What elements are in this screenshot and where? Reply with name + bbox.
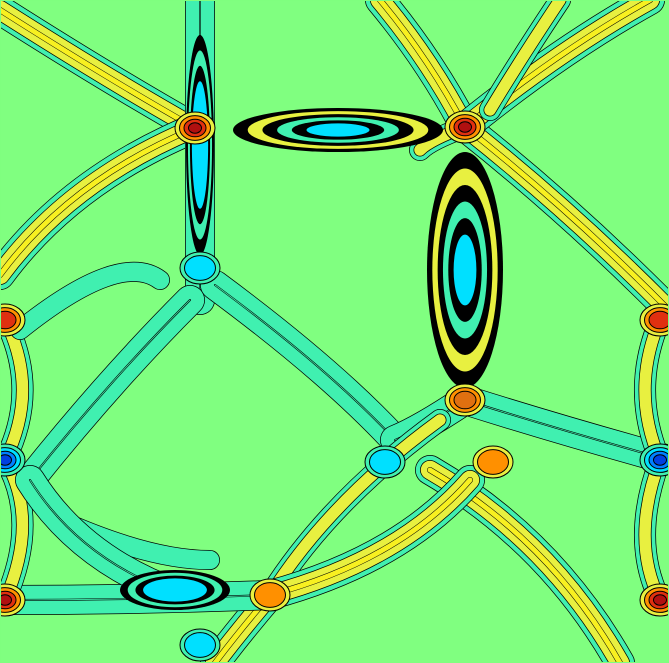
contour-band	[200, 270, 410, 455]
contour-band	[255, 465, 485, 610]
contour-level	[0, 454, 12, 466]
contour-peak	[174, 111, 216, 145]
contour-level	[306, 123, 370, 137]
contour-level	[453, 234, 477, 306]
contour-level	[254, 582, 286, 608]
contour-band	[634, 309, 669, 471]
contour-peak	[639, 443, 669, 477]
contour-peak	[639, 303, 669, 337]
contour-line	[10, 262, 170, 340]
contour-peak	[444, 110, 486, 144]
contour-band	[259, 409, 451, 606]
contour-peak	[249, 578, 291, 612]
contour-level	[648, 310, 669, 330]
contour-peaks	[0, 35, 669, 662]
contour-band	[479, 0, 571, 121]
contour-level	[0, 594, 12, 606]
contour-band	[0, 0, 210, 143]
contour-level	[458, 121, 472, 133]
contour-level	[188, 122, 202, 134]
contour-line	[267, 477, 473, 598]
contour-peak	[639, 583, 669, 617]
contour-line	[214, 284, 396, 441]
contour-level	[191, 81, 209, 209]
contour-level	[653, 454, 667, 466]
contour-peak	[179, 628, 221, 662]
contour-peak	[444, 383, 486, 417]
contour-line	[0, 314, 29, 466]
contour-band	[0, 309, 34, 471]
contour-level	[184, 255, 216, 281]
contour-level	[0, 310, 17, 330]
contour-ellipse	[233, 108, 443, 152]
contour-band	[10, 261, 170, 340]
contour-band	[15, 285, 205, 495]
contour-ellipse	[120, 570, 230, 610]
contour-line	[264, 414, 446, 601]
contour-line	[0, 125, 198, 278]
contour-peak	[179, 251, 221, 285]
contour-peak	[364, 445, 406, 479]
contour-level	[653, 594, 667, 606]
contour-peak	[472, 445, 514, 479]
contour-level	[453, 390, 477, 410]
contour-level	[143, 578, 207, 602]
contour-ellipse	[186, 35, 214, 255]
contour-line	[484, 0, 566, 116]
contour-level	[369, 449, 401, 475]
contour-peak	[0, 303, 26, 337]
contour-band	[0, 113, 210, 290]
contour-peak	[0, 583, 26, 617]
contour-ellipse	[427, 152, 503, 388]
contour-peak	[0, 443, 26, 477]
contour-level	[184, 632, 216, 658]
contour-line	[29, 299, 191, 481]
contour-line	[0, 7, 198, 131]
contour-level	[477, 449, 509, 475]
contour-line	[639, 314, 666, 466]
